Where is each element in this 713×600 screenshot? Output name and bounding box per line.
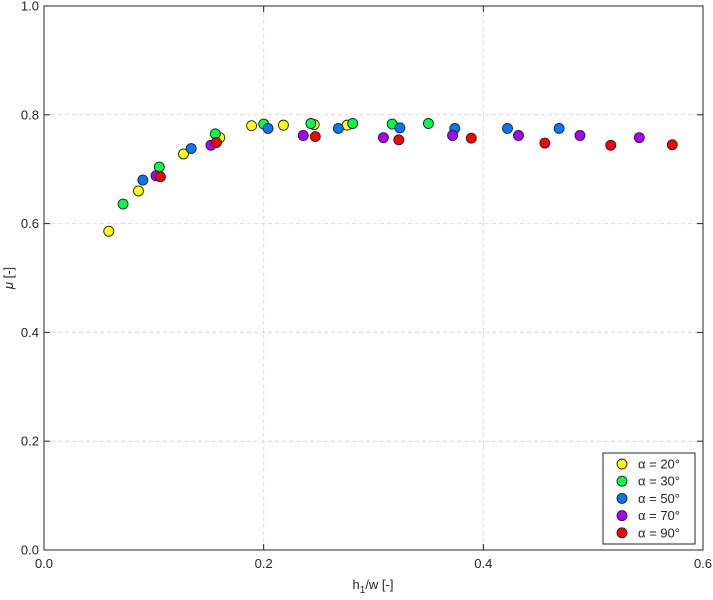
legend-marker [616, 458, 628, 470]
data-point [553, 122, 565, 134]
data-point [246, 120, 258, 132]
data-point [666, 139, 678, 151]
legend-marker [616, 510, 628, 522]
y-tick-label: 0.8 [21, 107, 39, 122]
legend-label: α = 20° [638, 457, 680, 472]
data-point [178, 148, 189, 160]
y-tick-label: 0.2 [21, 434, 39, 449]
legend-marker [616, 492, 628, 504]
legend-label: α = 70° [638, 508, 680, 523]
data-point [185, 143, 197, 154]
data-points [103, 118, 678, 237]
data-point [377, 132, 389, 144]
data-point [605, 139, 617, 151]
y-tick-label: 1.0 [21, 0, 39, 14]
axis-ticks [43, 5, 704, 551]
x-tick-label: 0.4 [474, 556, 492, 571]
x-tick-label: 0.0 [35, 556, 53, 571]
data-point [394, 122, 406, 134]
legend-label: α = 50° [638, 491, 680, 506]
data-point [210, 137, 222, 148]
legend-marker [616, 527, 628, 539]
data-point [422, 118, 434, 129]
data-point [465, 132, 477, 144]
data-point [309, 131, 321, 143]
y-tick-label: 0.6 [21, 216, 39, 231]
data-point [262, 122, 274, 134]
data-point [393, 134, 405, 146]
x-tick-label: 0.6 [694, 556, 712, 571]
legend: α = 20° α = 30° α = 50° α = 70° α = 90° [602, 452, 696, 545]
data-point [447, 130, 459, 141]
data-point [633, 132, 645, 144]
x-axis-label: h1/w [-] [353, 577, 394, 596]
data-point [297, 130, 309, 141]
data-point [332, 122, 344, 134]
data-point [277, 119, 289, 131]
data-point [133, 185, 144, 197]
data-point [154, 171, 166, 183]
legend-marker [616, 475, 628, 487]
data-point [513, 130, 524, 141]
data-point [502, 122, 513, 134]
data-point [305, 118, 317, 129]
tick-labels: 0.0 0.2 0.4 0.6 0.0 0.2 0.4 0.6 0.8 1.0 [21, 0, 712, 571]
data-point [117, 198, 129, 210]
x-tick-label: 0.2 [255, 556, 273, 571]
data-point [103, 225, 115, 237]
legend-label: α = 90° [638, 525, 680, 540]
y-axis-label: μ [-] [1, 267, 16, 290]
grid [44, 6, 703, 550]
data-point [539, 137, 551, 149]
data-point [574, 130, 586, 141]
data-point [347, 118, 359, 129]
legend-label: α = 30° [638, 474, 680, 489]
y-tick-label: 0.0 [21, 543, 39, 558]
y-tick-label: 0.4 [21, 325, 39, 340]
data-point [137, 174, 149, 186]
plot-frame [43, 5, 704, 551]
